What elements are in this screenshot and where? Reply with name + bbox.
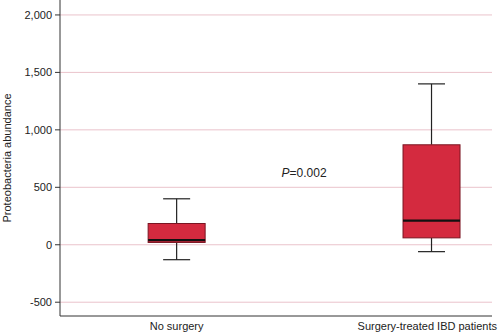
grid-line [60, 72, 492, 73]
y-tick-label: 2,000 [24, 9, 52, 21]
max-cap [163, 198, 190, 199]
y-tick-label: -500 [30, 296, 52, 308]
median-line [403, 220, 460, 222]
y-axis [60, 0, 61, 316]
min-cap [163, 259, 190, 260]
grid-line [60, 302, 492, 303]
box [403, 145, 460, 238]
y-tick-label: 0 [46, 239, 52, 251]
annotation-part: P [282, 166, 290, 180]
grid-line [60, 129, 492, 130]
plot-area [148, 84, 460, 260]
lower-whisker [431, 238, 432, 252]
y-tick-label: 1,000 [24, 124, 52, 136]
x-tick-label: No surgery [150, 320, 204, 332]
y-tick [55, 302, 60, 303]
y-tick [55, 129, 60, 130]
grid [60, 15, 492, 302]
chart-container: -500 0 500 1,000 1,500 2,000 Proteobacteria ab… [0, 0, 500, 336]
annotation-part: =0.002 [290, 166, 327, 180]
box-group [403, 84, 460, 252]
upper-whisker [431, 84, 432, 145]
box [148, 223, 205, 242]
y-tick [55, 14, 60, 15]
x-axis [60, 316, 492, 317]
y-tick [55, 187, 60, 188]
box-group [148, 199, 205, 260]
x-tick-label: Surgery-treated IBD patients [358, 320, 498, 332]
upper-whisker [176, 199, 177, 224]
y-tick-label: 500 [34, 181, 52, 193]
y-tick [55, 244, 60, 245]
y-axis-label: Proteobacteria abundance [1, 93, 13, 222]
max-cap [418, 83, 445, 84]
chart-svg: -500 0 500 1,000 1,500 2,000 Proteobacteria ab… [0, 0, 500, 336]
grid-line [60, 244, 492, 245]
annotation: P=0.002 [282, 166, 327, 180]
y-tick [55, 72, 60, 73]
lower-whisker [176, 242, 177, 259]
median-line [148, 239, 205, 241]
grid-line [60, 14, 492, 15]
min-cap [418, 251, 445, 252]
y-tick-label: 1,500 [24, 66, 52, 78]
